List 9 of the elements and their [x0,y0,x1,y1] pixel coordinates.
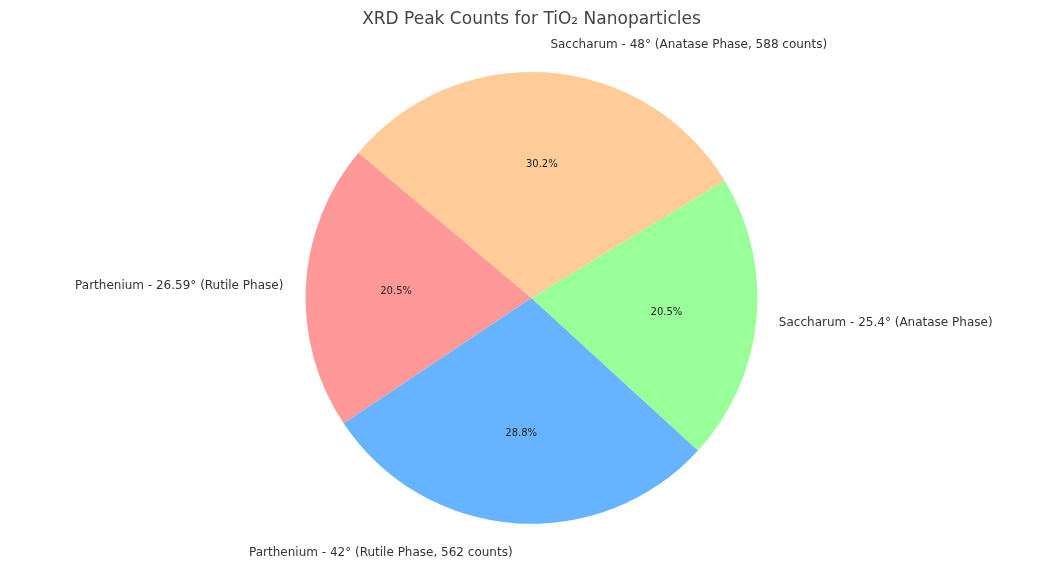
slice-label: Saccharum - 25.4° (Anatase Phase) [778,315,993,330]
data-label: 20.5% [650,305,683,317]
chart-title: XRD Peak Counts for TiO₂ Nanoparticles [362,7,701,28]
slice-label: Parthenium - 42° (Rutile Phase, 562 counts) [249,544,513,559]
data-label: 28.8% [505,426,538,438]
slice-label: Saccharum - 48° (Anatase Phase, 588 counts) [550,37,828,52]
slice-label: Parthenium - 26.59° (Rutile Phase) [75,277,284,292]
data-label: 20.5% [380,285,413,297]
data-label: 30.2% [525,157,558,169]
